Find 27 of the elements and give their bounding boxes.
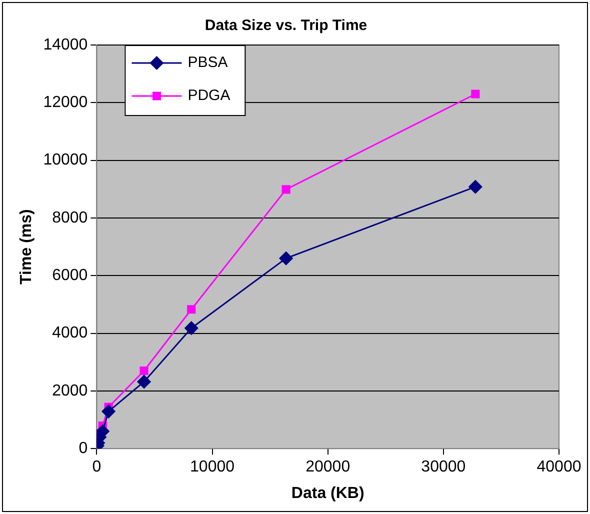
y-tick-label: 10000 <box>43 152 88 169</box>
x-tick-label: 0 <box>92 458 102 476</box>
x-tick-label: 30000 <box>421 458 466 476</box>
point <box>137 374 151 388</box>
x-tick-label: 40000 <box>536 458 582 476</box>
legend-label: PDGA <box>188 87 230 104</box>
x-axis-title: Data (KB) <box>291 484 364 502</box>
point <box>184 321 198 335</box>
y-tick-label: 14000 <box>43 36 88 54</box>
legend-label: PBSA <box>188 54 228 72</box>
y-tick-label: 2000 <box>52 382 88 400</box>
y-tick-label: 8000 <box>52 209 88 226</box>
y-tick-label: 12000 <box>43 94 88 112</box>
point <box>187 305 196 314</box>
y-tick-label: 0 <box>78 440 88 458</box>
x-tick-label: 20000 <box>306 458 350 476</box>
point <box>102 404 116 418</box>
point <box>471 90 480 98</box>
x-tick-label: 10000 <box>190 458 235 476</box>
chart-title: Data Size vs. Trip Time <box>204 17 368 34</box>
point <box>282 185 290 194</box>
y-axis-title: Time (ms) <box>18 209 36 284</box>
point <box>140 366 148 376</box>
y-tick-label: 6000 <box>52 267 88 284</box>
y-tick-label: 4000 <box>52 324 88 342</box>
point <box>279 252 293 266</box>
point <box>468 180 482 194</box>
